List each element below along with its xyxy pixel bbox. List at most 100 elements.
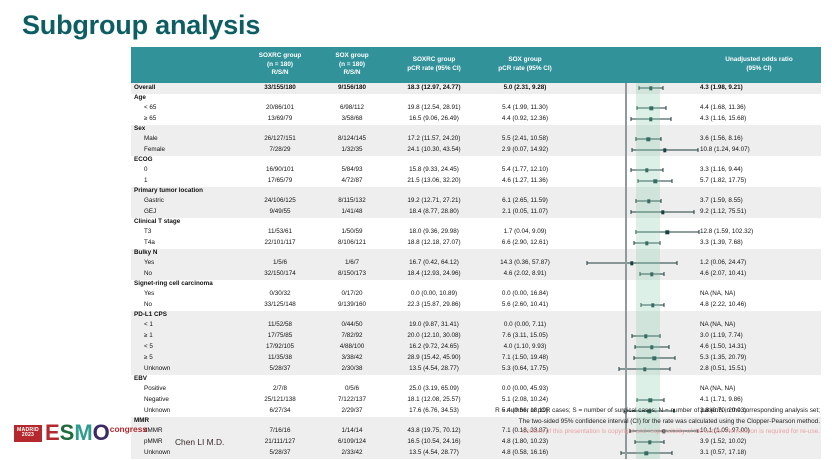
cell-sox-rsn: 0/44/50 [317,319,387,331]
odds-ratio-point [650,345,654,350]
column-header-sox-pcr-line1: SOX group [508,56,542,64]
subgroup-label: Yes [131,257,243,269]
forest-plot-cell [569,341,697,353]
table-row: T3 11/53/61 1/50/59 18.0 (9.36, 29.98) 1.7 (… [131,227,821,238]
empty-cell [387,375,481,384]
cell-sox-pcr: 0.0 (0.00, 45.93) [501,385,549,393]
cell-soxrc-rsn: 17/92/105 [243,341,317,353]
forest-plot-marker-group [572,259,694,268]
cell-sox-pcr: 0.0 (0.00, 7.11) [481,319,569,331]
cell-soxrc-pcr: 25.0 (3.19, 65.09) [409,385,459,393]
forest-plot-cell [569,300,697,311]
subgroup-category-label: Bulky N [131,248,243,258]
forest-plot-cell [569,144,698,156]
esmo-brand-logo: MADRID 2023 E S M O congress [14,422,147,443]
cell-soxrc-pcr: 19.0 (9.87, 31.41) [387,319,481,331]
cell-sox-rsn: 0/5/6 [344,385,359,393]
cell-soxrc-pcr: 16.5 (10.54, 24.16) [387,436,481,448]
ci-cap-lower [630,168,632,173]
cell-soxrc-rsn: 0/30/32 [269,290,291,298]
column-header-forest-plot [569,47,697,83]
presenter-name: Chen LI M.D. [175,437,225,447]
empty-cell [481,218,569,227]
ci-cap-upper [662,86,664,91]
cell-sox-pcr: 4.4 (0.92, 12.36) [501,115,549,123]
cell-soxrc-pcr: 16.5 (9.06, 26.49) [409,115,459,123]
empty-cell [243,416,317,426]
cell-sox-pcr: 7.1 (0.18, 33.87) [481,425,569,437]
empty-cell [569,186,697,196]
empty-cell [569,375,697,384]
empty-cell [569,310,697,320]
ci-cap-lower [630,210,632,215]
table-row: Male 26/127/151 8/124/145 17.2 (11.57, 24.2… [131,133,821,145]
ci-cap-upper [663,272,665,277]
cell-soxrc-rsn: 21/111/127 [243,436,317,448]
forest-plot-cell [569,363,697,375]
subgroup-category-label: EBV [134,375,147,383]
table-group-row: Age [131,94,821,103]
cell-sox-rsn: 8/106/121 [337,239,366,247]
cell-soxrc-rsn: 33/125/148 [264,301,296,309]
odds-ratio-point [660,210,665,215]
odds-ratio-point [653,179,657,184]
cell-odds-ratio: 4.4 (1.68, 11.36) [700,104,746,112]
empty-cell [697,156,821,165]
cell-odds-ratio: 4.8 (2.22, 10.46) [700,301,747,309]
cell-sox-rsn: 2/30/38 [317,363,387,375]
forest-plot-cell [569,114,697,125]
forest-plot-marker-group [572,354,694,363]
cell-sox-pcr: 4.0 (1.10, 9.93) [481,341,569,353]
table-group-row: Bulky N [131,248,821,258]
empty-cell [387,310,481,320]
table-row: Unknown 5/28/37 2/33/42 13.5 (4.54, 28.77) 4… [131,447,821,459]
table-group-row: ECOG [131,156,821,165]
subgroup-category-label: Age [134,94,146,102]
footnote-definitions: R = number of pCR cases; S = number of s… [495,407,820,414]
empty-cell [387,248,481,258]
empty-cell [387,416,481,426]
forest-plot-marker-group [572,146,698,155]
cell-soxrc-rsn: 7/16/16 [243,425,317,437]
odds-ratio-point [662,429,666,434]
odds-ratio-point [647,440,652,445]
empty-cell [569,156,697,165]
cell-sox-pcr: 6.6 (2.90, 12.61) [501,239,549,247]
cell-soxrc-pcr: 18.8 (12.18, 27.07) [407,239,461,247]
ci-cap-lower [620,451,622,456]
ci-cap-lower [634,440,636,445]
table-group-row: Signet-ring cell carcinoma [131,280,821,289]
ci-cap-upper [671,451,673,456]
copyright-notice: Content of this presentation is copyrigh… [521,428,820,436]
forest-plot-marker-group [572,396,694,405]
cell-soxrc-rsn: 20/86/101 [265,104,294,112]
ci-cap-lower [640,303,642,308]
forest-plot-marker-group [572,208,695,217]
column-header-sox-pcr-line2: pCR rate (95% CI) [498,64,552,72]
cell-odds-ratio: NA (NA, NA) [700,290,736,298]
cell-soxrc-pcr: 0.0 (0.00, 10.89) [410,290,458,298]
cell-sox-pcr: 5.4 (1.77, 12.10) [501,166,549,174]
madrid-badge-city: MADRID [17,426,39,433]
cell-soxrc-pcr: 24.1 (10.30, 43.54) [387,144,481,156]
cell-soxrc-pcr: 13.5 (4.54, 28.77) [387,363,481,375]
subgroup-label: No [144,301,153,309]
cell-odds-ratio: 3.3 (1.39, 7.68) [700,239,743,247]
cell-sox-pcr: 4.8 (1.80, 10.23) [481,436,569,448]
cell-soxrc-rsn: 2/7/8 [272,385,287,393]
subgroup-label: < 1 [131,319,243,331]
table-row: Yes 0/30/32 0/17/20 0.0 (0.00, 10.89) 0.0 (0… [131,289,821,300]
table-row: Yes 1/5/6 1/6/7 16.7 (0.42, 64.12) 14.3 (0.3… [131,257,821,269]
ci-cap-lower [636,106,638,111]
cell-soxrc-rsn: 5/28/37 [243,447,317,459]
ci-cap-lower [629,429,631,434]
ci-cap-upper [676,261,678,266]
subgroup-label: ≥ 5 [131,352,243,364]
odds-ratio-point [646,137,651,142]
table-row: pMMR 21/111/127 6/109/124 16.5 (10.54, 24.1… [131,436,821,448]
subgroup-category-label: MMR [131,416,243,426]
empty-cell [243,94,317,103]
cell-sox-pcr: 2.1 (0.05, 11.07) [481,206,569,218]
table-header: SOXRC group (n = 180) R/S/N SOX group (n… [131,47,821,83]
empty-cell [243,124,317,134]
